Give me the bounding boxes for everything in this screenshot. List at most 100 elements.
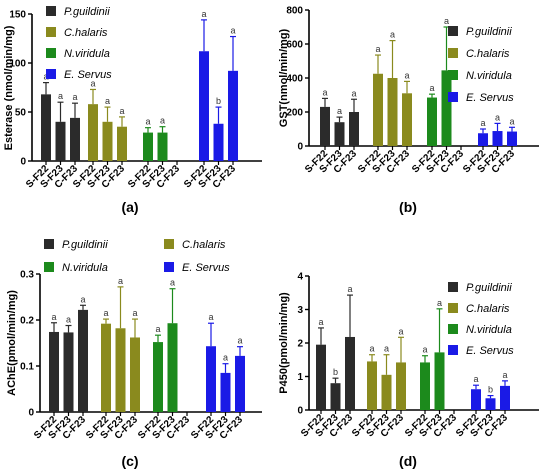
- significance-letter: a: [404, 70, 409, 80]
- significance-letter: b: [333, 367, 338, 377]
- y-tick-label: 50: [15, 108, 27, 119]
- panel-3: 00.10.20.3AChE(pmol/min/mg)S-F22aS-F23aC…: [6, 239, 262, 469]
- legend-label: C.halaris: [466, 48, 510, 60]
- legend-swatch: [448, 345, 458, 355]
- legend: P.guildinii C.halaris N.viridula E. Servus: [448, 26, 514, 104]
- legend-swatch: [46, 48, 56, 58]
- significance-letter: a: [480, 118, 485, 128]
- significance-letter: a: [390, 30, 395, 40]
- significance-letter: a: [237, 336, 242, 346]
- bar: [228, 70, 238, 161]
- significance-letter: a: [132, 308, 137, 318]
- significance-letter: a: [322, 87, 327, 97]
- bar: [49, 331, 59, 412]
- legend-swatch: [448, 92, 458, 102]
- significance-letter: a: [66, 315, 71, 325]
- bar: [220, 372, 231, 412]
- panel-label: (a): [121, 199, 138, 215]
- significance-letter: a: [51, 312, 56, 322]
- significance-letter: a: [58, 91, 63, 101]
- panel-4: 01234P450(pmol/min/mg)S-F22aS-F23bC-F23a…: [278, 272, 539, 469]
- significance-letter: a: [375, 44, 380, 54]
- bar: [102, 121, 113, 161]
- significance-letter: a: [201, 9, 206, 19]
- legend-label: E. Servus: [466, 345, 514, 357]
- legend-swatch: [44, 239, 54, 249]
- significance-letter: a: [160, 116, 165, 126]
- significance-letter: a: [429, 83, 434, 93]
- y-tick-label: 0: [297, 406, 303, 417]
- y-tick-label: 0: [20, 157, 26, 168]
- significance-letter: b: [216, 96, 221, 106]
- y-tick-label: 0: [297, 142, 303, 153]
- legend-swatch: [448, 70, 458, 80]
- significance-letter: a: [208, 312, 213, 322]
- legend-swatch: [164, 239, 174, 249]
- significance-letter: a: [337, 106, 342, 116]
- significance-letter: a: [80, 294, 85, 304]
- significance-letter: a: [230, 26, 235, 36]
- legend-label: P.guildinii: [64, 6, 110, 18]
- bar: [213, 123, 224, 161]
- panel-label: (d): [399, 453, 417, 469]
- bar: [334, 122, 345, 146]
- significance-letter: a: [437, 298, 442, 308]
- bar: [427, 97, 437, 146]
- bar: [88, 104, 98, 161]
- y-tick-label: 2: [297, 339, 303, 350]
- significance-letter: a: [105, 96, 110, 106]
- significance-letter: a: [398, 326, 403, 336]
- significance-letter: a: [473, 374, 478, 384]
- legend-label: N.viridula: [64, 48, 110, 60]
- significance-letter: a: [119, 106, 124, 116]
- bar: [345, 336, 355, 410]
- bar: [471, 389, 481, 410]
- bar: [441, 70, 452, 146]
- legend: P.guildinii C.halaris N.viridula E. Servus: [448, 282, 514, 357]
- significance-letter: a: [72, 92, 77, 102]
- legend-swatch: [44, 262, 54, 272]
- legend-swatch: [46, 6, 56, 16]
- bar: [117, 126, 127, 161]
- panel-label: (b): [399, 199, 417, 215]
- legend-swatch: [448, 26, 458, 36]
- bar: [320, 106, 330, 146]
- significance-letter: a: [170, 278, 175, 288]
- significance-letter: a: [318, 317, 323, 327]
- bar: [143, 132, 153, 161]
- bar: [130, 337, 140, 412]
- significance-letter: b: [488, 385, 493, 395]
- significance-letter: a: [347, 284, 352, 294]
- y-axis-title: AChE(pmol/min/mg): [6, 290, 18, 396]
- y-tick-label: 4: [297, 272, 303, 283]
- bar: [70, 117, 80, 161]
- bar: [381, 374, 392, 410]
- y-tick-label: 200: [286, 108, 303, 119]
- significance-letter: a: [223, 353, 228, 363]
- significance-letter: a: [444, 16, 449, 26]
- legend-swatch: [448, 324, 458, 334]
- y-tick-label: 600: [286, 40, 303, 51]
- legend-swatch: [46, 69, 56, 79]
- bar: [316, 344, 326, 410]
- significance-letter: a: [384, 344, 389, 354]
- legend-label: N.viridula: [466, 70, 512, 82]
- bar: [396, 362, 406, 410]
- y-axis-title: GST(nmol/min/mg): [278, 28, 290, 127]
- legend-label: E. Servus: [466, 92, 514, 104]
- bar: [199, 51, 209, 161]
- y-tick-label: 400: [286, 74, 303, 85]
- significance-letter: a: [118, 276, 123, 286]
- y-tick-label: 0.3: [20, 270, 34, 281]
- bar: [235, 355, 245, 412]
- y-tick-label: 1: [297, 372, 303, 383]
- legend: P.guildinii C.halaris N.viridula E. Servus: [46, 6, 112, 81]
- legend-label: P.guildinii: [466, 282, 512, 294]
- significance-letter: a: [90, 78, 95, 88]
- bar: [478, 133, 488, 146]
- y-tick-label: 800: [286, 6, 303, 17]
- bar: [434, 352, 445, 410]
- legend-label: C.halaris: [466, 303, 510, 315]
